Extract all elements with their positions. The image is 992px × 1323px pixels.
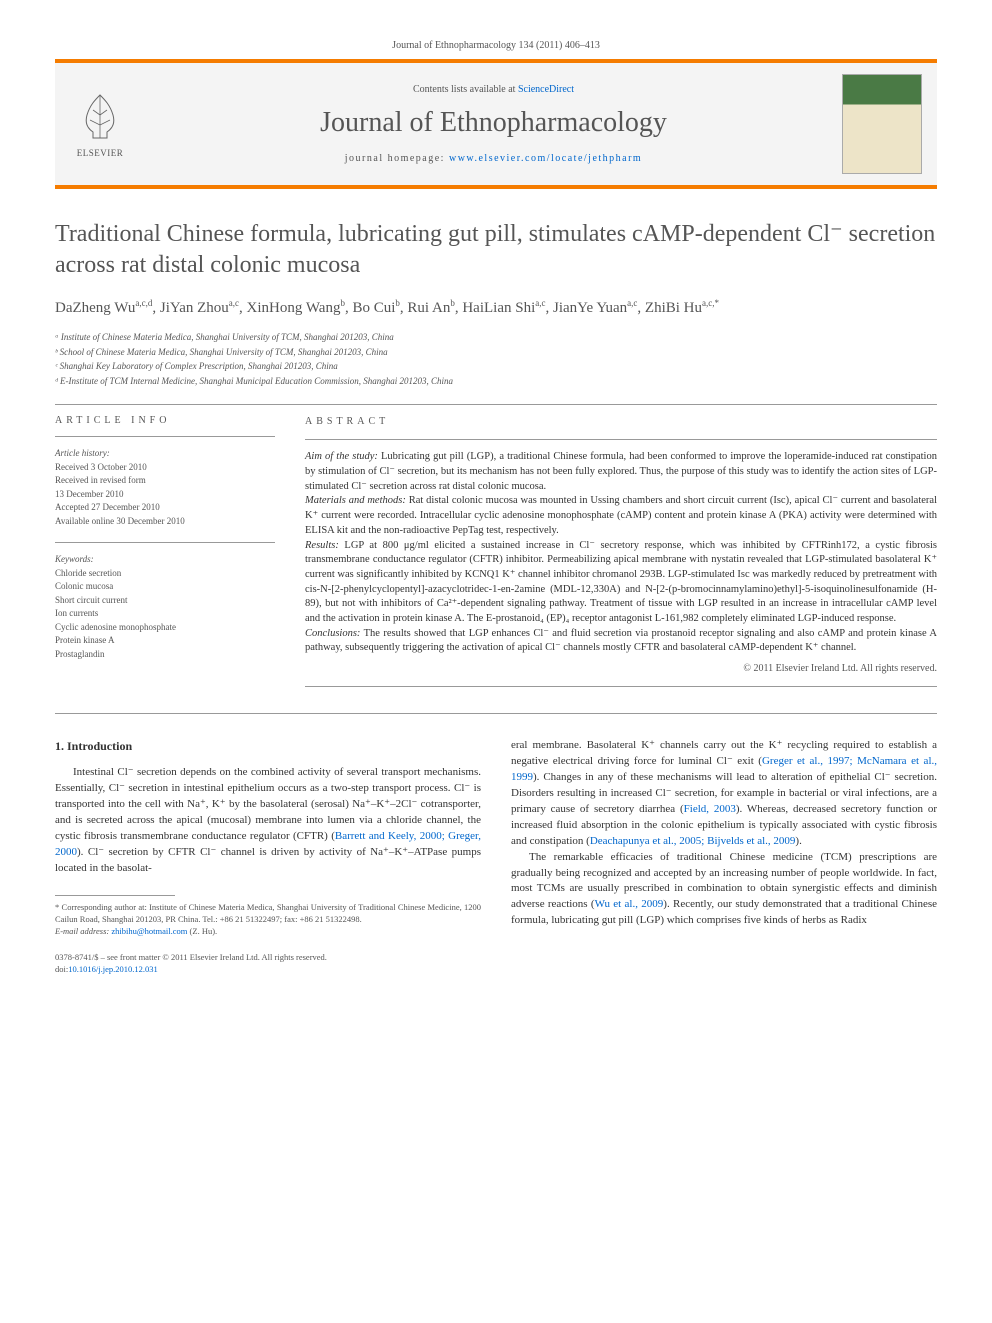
email-label: E-mail address: bbox=[55, 926, 111, 936]
running-header: Journal of Ethnopharmacology 134 (2011) … bbox=[55, 40, 937, 51]
journal-header-box: ELSEVIER Contents lists available at Sci… bbox=[55, 59, 937, 189]
abstract-conclusions: Conclusions: The results showed that LGP… bbox=[305, 627, 937, 656]
page-footer: 0378-8741/$ – see front matter © 2011 El… bbox=[55, 952, 481, 976]
divider bbox=[305, 439, 937, 440]
affiliation-line: ᵈ E-Institute of TCM Internal Medicine, … bbox=[55, 375, 937, 389]
article-page: Journal of Ethnopharmacology 134 (2011) … bbox=[0, 0, 992, 1005]
divider bbox=[55, 404, 937, 405]
divider bbox=[305, 686, 937, 687]
intro-paragraph-2: The remarkable efficacies of traditional… bbox=[511, 850, 937, 930]
history-line: Available online 30 December 2010 bbox=[55, 515, 275, 529]
history-label: Article history: bbox=[55, 447, 275, 461]
email-suffix: (Z. Hu). bbox=[187, 926, 217, 936]
history-line: 13 December 2010 bbox=[55, 488, 275, 502]
body-columns: 1. Introduction Intestinal Cl⁻ secretion… bbox=[55, 738, 937, 975]
abstract-column: ABSTRACT Aim of the study: Lubricating g… bbox=[305, 415, 937, 697]
affiliation-line: ᵃ Institute of Chinese Materia Medica, S… bbox=[55, 331, 937, 345]
homepage-line: journal homepage: www.elsevier.com/locat… bbox=[145, 153, 842, 164]
keywords-block: Keywords: Chloride secretionColonic muco… bbox=[55, 553, 275, 661]
journal-cover-thumbnail[interactable] bbox=[842, 74, 922, 174]
divider bbox=[55, 436, 275, 437]
info-abstract-row: ARTICLE INFO Article history: Received 3… bbox=[55, 415, 937, 697]
aim-label: Aim of the study: bbox=[305, 451, 378, 462]
citation-link[interactable]: Deachapunya et al., 2005; Bijvelds et al… bbox=[590, 835, 796, 847]
p1c-text-d: ). bbox=[795, 835, 801, 847]
keyword-item: Short circuit current bbox=[55, 594, 275, 608]
conclusions-text: The results showed that LGP enhances Cl⁻… bbox=[305, 628, 937, 654]
email-link[interactable]: zhibihu@hotmail.com bbox=[111, 926, 187, 936]
affiliations-list: ᵃ Institute of Chinese Materia Medica, S… bbox=[55, 331, 937, 388]
section-heading-introduction: 1. Introduction bbox=[55, 738, 481, 755]
author-list: DaZheng Wua,c,d, JiYan Zhoua,c, XinHong … bbox=[55, 297, 937, 319]
keyword-item: Chloride secretion bbox=[55, 567, 275, 581]
journal-title-area: Contents lists available at ScienceDirec… bbox=[145, 84, 842, 164]
keyword-item: Cyclic adenosine monophosphate bbox=[55, 621, 275, 635]
divider bbox=[55, 713, 937, 714]
abstract-heading: ABSTRACT bbox=[305, 415, 937, 429]
doi-link[interactable]: 10.1016/j.jep.2010.12.031 bbox=[68, 964, 157, 974]
doi-prefix: doi: bbox=[55, 964, 68, 974]
contents-prefix: Contents lists available at bbox=[413, 84, 518, 95]
abstract-copyright: © 2011 Elsevier Ireland Ltd. All rights … bbox=[305, 662, 937, 676]
results-label: Results: bbox=[305, 540, 339, 551]
homepage-prefix: journal homepage: bbox=[345, 153, 449, 164]
body-column-right: eral membrane. Basolateral K⁺ channels c… bbox=[511, 738, 937, 975]
history-line: Received 3 October 2010 bbox=[55, 461, 275, 475]
citation-link[interactable]: Field, 2003 bbox=[684, 803, 736, 815]
publisher-logo[interactable]: ELSEVIER bbox=[55, 80, 145, 168]
intro-paragraph-1: Intestinal Cl⁻ secretion depends on the … bbox=[55, 765, 481, 877]
contents-line: Contents lists available at ScienceDirec… bbox=[145, 84, 842, 95]
abstract-aim: Aim of the study: Lubricating gut pill (… bbox=[305, 450, 937, 494]
email-line: E-mail address: zhibihu@hotmail.com (Z. … bbox=[55, 926, 481, 938]
homepage-link[interactable]: www.elsevier.com/locate/jethpharm bbox=[449, 153, 642, 164]
affiliation-line: ᶜ Shanghai Key Laboratory of Complex Pre… bbox=[55, 360, 937, 374]
footnotes-block: * Corresponding author at: Institute of … bbox=[55, 902, 481, 938]
p1-text-b: ). Cl⁻ secretion by CFTR Cl⁻ channel is … bbox=[55, 846, 481, 874]
keyword-item: Ion currents bbox=[55, 607, 275, 621]
article-info-column: ARTICLE INFO Article history: Received 3… bbox=[55, 415, 275, 697]
divider bbox=[55, 542, 275, 543]
front-matter-line: 0378-8741/$ – see front matter © 2011 El… bbox=[55, 952, 481, 964]
article-history-block: Article history: Received 3 October 2010… bbox=[55, 447, 275, 528]
body-column-left: 1. Introduction Intestinal Cl⁻ secretion… bbox=[55, 738, 481, 975]
corresponding-author-note: * Corresponding author at: Institute of … bbox=[55, 902, 481, 926]
history-line: Received in revised form bbox=[55, 474, 275, 488]
publisher-name: ELSEVIER bbox=[65, 148, 135, 158]
affiliation-line: ᵇ School of Chinese Materia Medica, Shan… bbox=[55, 346, 937, 360]
elsevier-tree-icon bbox=[75, 90, 125, 140]
methods-label: Materials and methods: bbox=[305, 495, 406, 506]
abstract-results: Results: LGP at 800 μg/ml elicited a sus… bbox=[305, 539, 937, 627]
footnote-separator bbox=[55, 895, 175, 896]
journal-title: Journal of Ethnopharmacology bbox=[145, 107, 842, 139]
history-line: Accepted 27 December 2010 bbox=[55, 501, 275, 515]
results-text: LGP at 800 μg/ml elicited a sustained in… bbox=[305, 540, 937, 624]
doi-line: doi:10.1016/j.jep.2010.12.031 bbox=[55, 964, 481, 976]
sciencedirect-link[interactable]: ScienceDirect bbox=[518, 84, 574, 95]
aim-text: Lubricating gut pill (LGP), a traditiona… bbox=[305, 451, 937, 491]
article-title: Traditional Chinese formula, lubricating… bbox=[55, 219, 937, 281]
conclusions-label: Conclusions: bbox=[305, 628, 360, 639]
article-info-heading: ARTICLE INFO bbox=[55, 415, 275, 426]
abstract-methods: Materials and methods: Rat distal coloni… bbox=[305, 494, 937, 538]
keyword-item: Prostaglandin bbox=[55, 648, 275, 662]
intro-paragraph-1-cont: eral membrane. Basolateral K⁺ channels c… bbox=[511, 738, 937, 850]
keywords-label: Keywords: bbox=[55, 553, 275, 567]
citation-link[interactable]: Wu et al., 2009 bbox=[595, 898, 664, 910]
keyword-item: Colonic mucosa bbox=[55, 580, 275, 594]
keyword-item: Protein kinase A bbox=[55, 634, 275, 648]
